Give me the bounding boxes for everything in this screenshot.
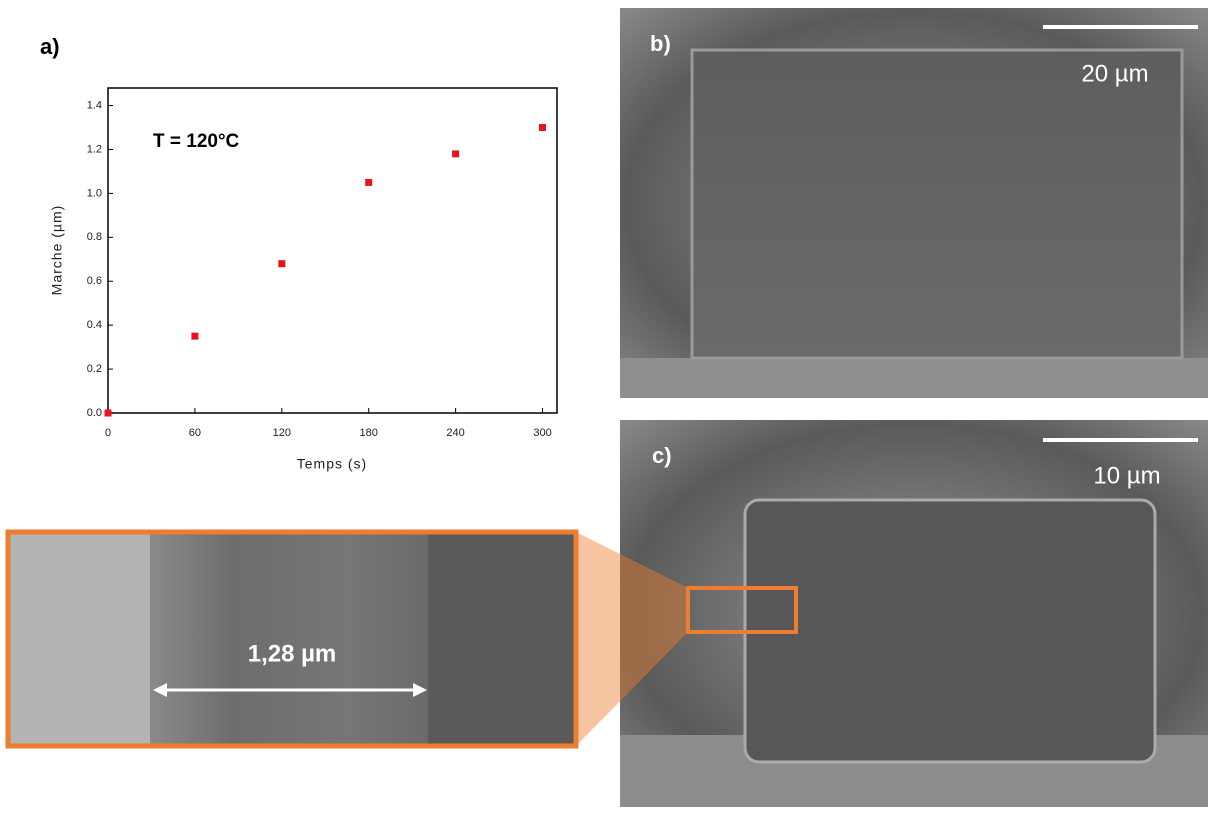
panel-label: c) xyxy=(652,443,672,468)
panel-label: a) xyxy=(40,34,60,59)
plot-frame xyxy=(107,87,558,414)
x-tick-label: 120 xyxy=(273,427,291,439)
y-tick-label: 0.4 xyxy=(87,319,102,331)
cavity xyxy=(743,498,1157,764)
scale-label: 10 µm xyxy=(1093,462,1160,489)
inset-left xyxy=(8,532,152,746)
inset-frame xyxy=(5,529,579,749)
cavity xyxy=(690,48,1184,360)
substrate xyxy=(620,358,1208,398)
point xyxy=(104,409,112,417)
y-tick-label: 1.2 xyxy=(87,143,102,155)
point xyxy=(452,150,460,158)
point xyxy=(191,332,199,340)
x-tick-label: 300 xyxy=(533,427,551,439)
y-axis-label: Marche (µm) xyxy=(49,205,65,296)
x-tick-label: 60 xyxy=(189,427,201,439)
x-tick-label: 180 xyxy=(360,427,378,439)
point xyxy=(278,260,286,268)
point xyxy=(539,124,547,132)
x-axis-label: Temps (s) xyxy=(297,456,367,472)
arrow-head xyxy=(153,683,167,697)
x-tick-label: 0 xyxy=(105,427,111,439)
annotation: T = 120°C xyxy=(153,131,240,152)
y-tick-label: 0.6 xyxy=(87,275,102,287)
y-tick-label: 0.0 xyxy=(87,407,102,419)
inset-wall xyxy=(150,532,430,746)
y-tick-label: 0.8 xyxy=(87,231,102,243)
point xyxy=(365,178,373,186)
arrow-head xyxy=(413,683,427,697)
zoom-connector xyxy=(576,532,688,746)
y-tick-label: 1.0 xyxy=(87,187,102,199)
panel-label: b) xyxy=(650,31,671,56)
y-tick-label: 1.4 xyxy=(87,99,102,111)
scale-label: 20 µm xyxy=(1081,60,1148,87)
zoom-box xyxy=(686,586,798,634)
measurement-label: 1,28 µm xyxy=(248,640,337,667)
x-tick-label: 240 xyxy=(446,427,464,439)
inset-right xyxy=(428,532,576,746)
y-tick-label: 0.2 xyxy=(87,363,102,375)
